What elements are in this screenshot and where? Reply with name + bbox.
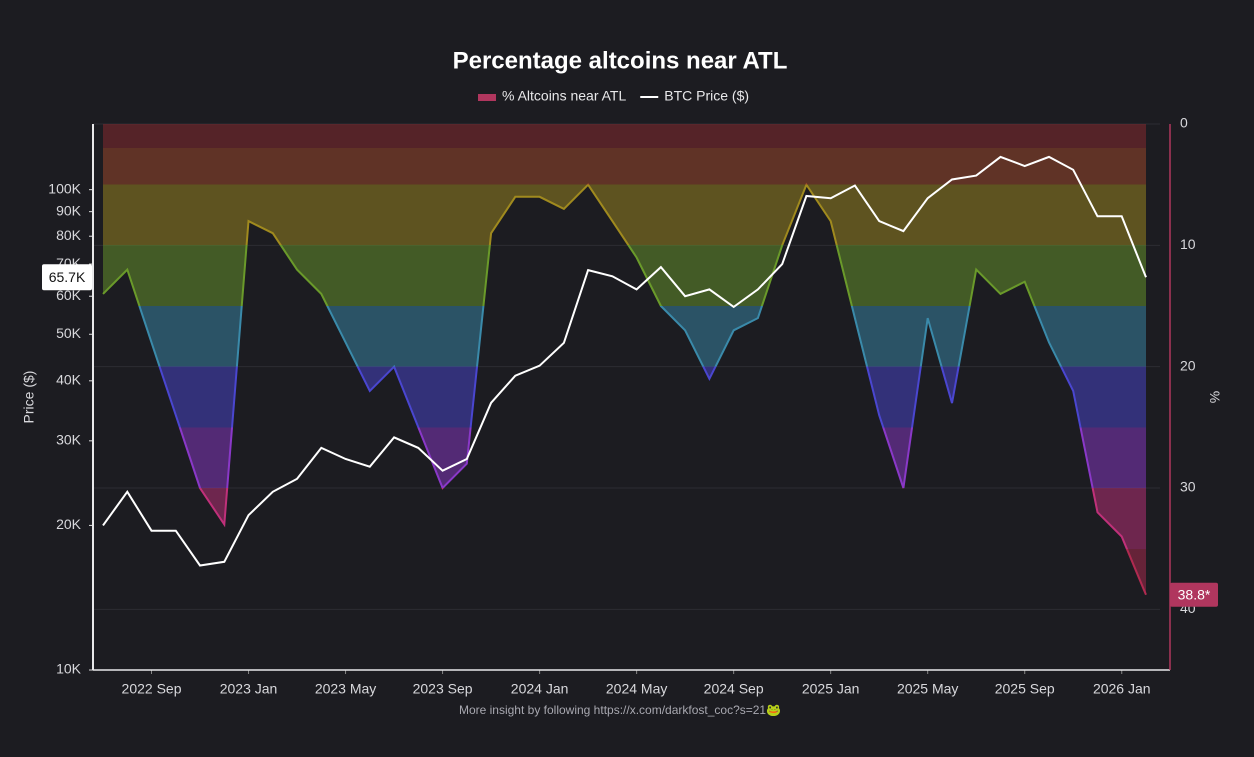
x-tick-label: 2022 Sep [122, 681, 182, 697]
y-tick-label: 30K [56, 432, 82, 448]
price-badge [42, 264, 92, 291]
x-tick-label: 2024 May [606, 681, 667, 697]
x-tick-label: 2023 Jan [220, 681, 278, 697]
y-tick-label: 60K [56, 287, 82, 303]
y-tick-label: 100K [48, 180, 81, 196]
y-tick-label: 40K [56, 372, 82, 388]
x-tick-label: 2023 May [315, 681, 376, 697]
x-tick-label: 2025 May [897, 681, 958, 697]
footer: More insight by following https://x.com/… [459, 703, 781, 717]
y2-tick-label: 30 [1180, 479, 1196, 495]
legend-swatch [478, 94, 496, 101]
x-tick-label: 2026 Jan [1093, 681, 1151, 697]
y-tick-label: 10K [56, 661, 82, 677]
x-tick-label: 2025 Jan [802, 681, 860, 697]
pct-badge [1170, 582, 1218, 607]
y-tick-label: 20K [56, 516, 82, 532]
legend-label: % Altcoins near ATL [502, 88, 626, 104]
btc-line [102, 155, 1147, 567]
x-tick-label: 2024 Jan [511, 681, 569, 697]
y-tick-label: 80K [56, 227, 82, 243]
y2-tick-label: 0 [1180, 115, 1188, 131]
x-tick-label: 2023 Sep [413, 681, 473, 697]
altcoin-area [103, 124, 1146, 595]
altcoin-line [102, 182, 1147, 596]
chart-title: Percentage altcoins near ATL [453, 47, 788, 74]
y-tick-label: 50K [56, 325, 82, 341]
price-badge-label: 65.7K [49, 269, 86, 285]
y2-axis-label: % [1207, 391, 1223, 403]
y2-tick-label: 20 [1180, 357, 1196, 373]
x-tick-label: 2024 Sep [704, 681, 764, 697]
y2-tick-label: 10 [1180, 236, 1196, 252]
legend-label: BTC Price ($) [664, 88, 749, 104]
pct-badge-label: 38.8* [1178, 586, 1211, 602]
y-axis-label: Price ($) [21, 371, 37, 424]
x-tick-label: 2025 Sep [995, 681, 1055, 697]
y-tick-label: 90K [56, 202, 82, 218]
